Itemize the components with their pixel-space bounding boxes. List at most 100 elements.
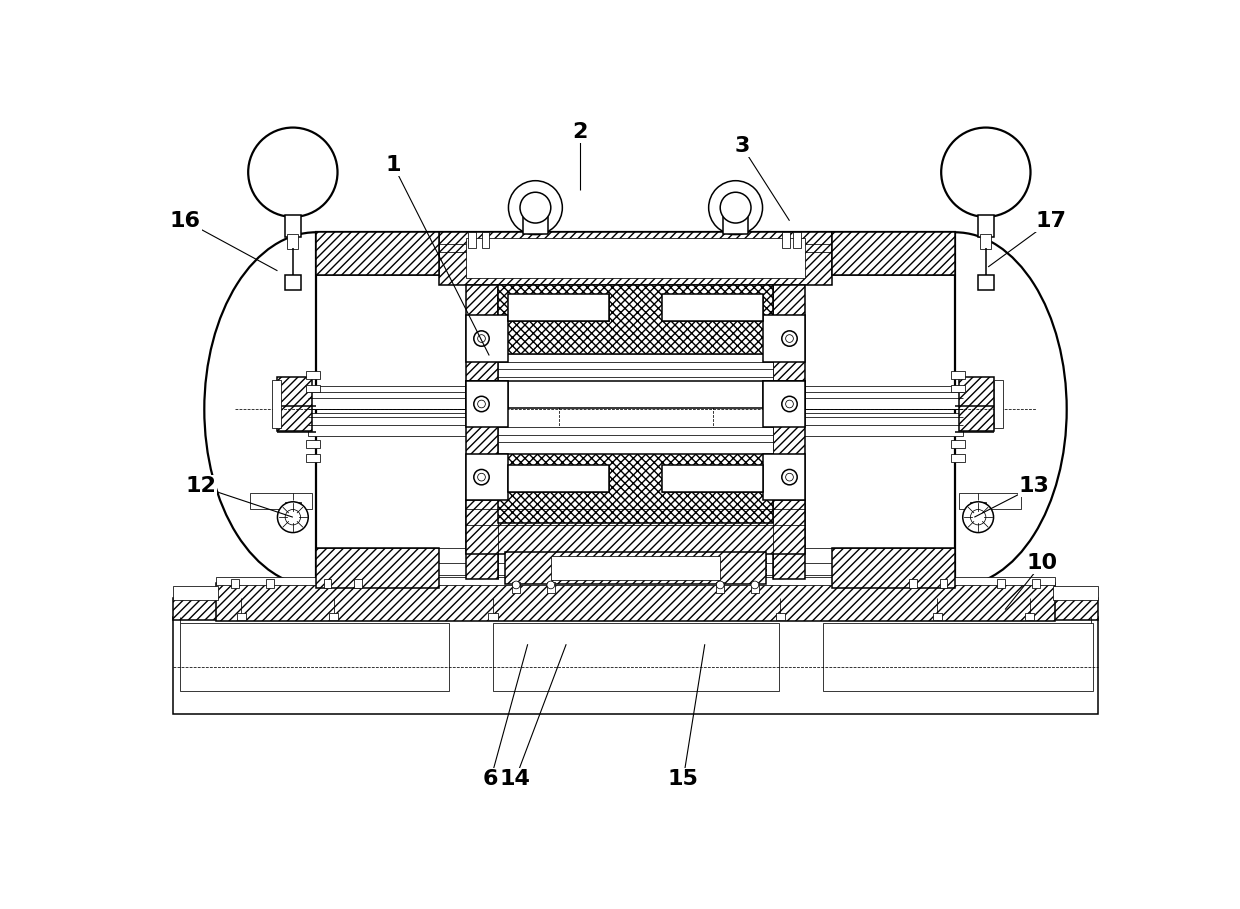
Bar [662,464,763,492]
Bar [1053,586,1097,600]
Bar [285,215,300,237]
Bar [801,386,962,409]
Bar [285,275,300,290]
Ellipse shape [205,233,428,586]
Bar [180,624,449,691]
Bar [832,548,955,588]
Circle shape [474,469,490,484]
Bar [978,215,993,237]
Bar [959,493,1021,509]
Bar [309,414,470,436]
Bar [466,381,508,408]
Bar [329,614,339,620]
Circle shape [474,331,490,346]
Circle shape [477,335,485,343]
Bar [466,238,805,278]
Bar [231,579,239,588]
Circle shape [781,469,797,484]
Text: 17: 17 [1035,211,1066,231]
Bar [776,614,785,620]
Bar [551,555,720,580]
Circle shape [941,127,1030,217]
Bar [265,579,274,588]
Text: 3: 3 [734,136,749,156]
Bar [508,294,609,321]
Bar [498,454,773,524]
Bar [971,502,986,519]
Bar [723,217,748,234]
Bar [932,614,942,620]
Circle shape [477,474,485,481]
Text: 2: 2 [573,122,588,142]
Bar [306,454,320,462]
Bar [216,583,1055,621]
Bar [466,285,498,579]
Text: 1: 1 [386,155,401,175]
Circle shape [720,192,751,223]
Circle shape [786,400,794,408]
Bar [174,598,1097,620]
Bar [773,285,805,579]
Circle shape [971,509,986,524]
Circle shape [278,502,309,533]
Circle shape [717,581,724,589]
Text: 12: 12 [185,476,216,496]
Bar [909,579,916,588]
Bar [498,354,773,381]
Bar [794,233,801,247]
Circle shape [248,127,337,217]
Bar [508,464,609,492]
Bar [547,582,554,593]
Text: 10: 10 [1027,554,1058,574]
Circle shape [781,331,797,346]
Bar [801,414,962,436]
Bar [1032,579,1040,588]
Bar [174,586,218,600]
Bar [316,233,439,275]
Bar [662,294,763,321]
Bar [832,233,955,275]
Bar [508,294,609,321]
Bar [751,582,759,593]
Bar [951,454,965,462]
Bar [216,577,1055,584]
Bar [1025,614,1034,620]
Circle shape [786,335,794,343]
Bar [763,315,805,362]
Bar [997,579,1006,588]
Text: 13: 13 [1019,476,1050,496]
Bar [959,377,993,431]
Bar [981,234,991,249]
Circle shape [781,396,797,412]
Circle shape [786,474,794,481]
Bar [306,440,320,448]
Circle shape [477,400,485,408]
Circle shape [708,181,763,235]
Text: 16: 16 [170,211,201,231]
Bar [324,579,331,588]
Bar [306,385,320,393]
Bar [832,225,955,594]
Circle shape [962,502,993,533]
Text: 14: 14 [500,769,531,789]
Circle shape [285,509,300,524]
Ellipse shape [843,233,1066,586]
Bar [309,386,470,409]
Bar [498,285,773,354]
Bar [174,617,1097,714]
Bar [466,454,508,500]
Bar [951,371,965,378]
Bar [523,217,548,234]
Bar [288,234,299,249]
Bar [662,294,763,321]
Bar [763,381,805,408]
Bar [466,500,805,554]
Bar [469,233,476,247]
Circle shape [520,192,551,223]
Bar [951,440,965,448]
Circle shape [508,181,563,235]
Bar [481,233,490,247]
Bar [278,377,312,431]
Bar [993,380,1003,428]
Text: 6: 6 [484,769,498,789]
